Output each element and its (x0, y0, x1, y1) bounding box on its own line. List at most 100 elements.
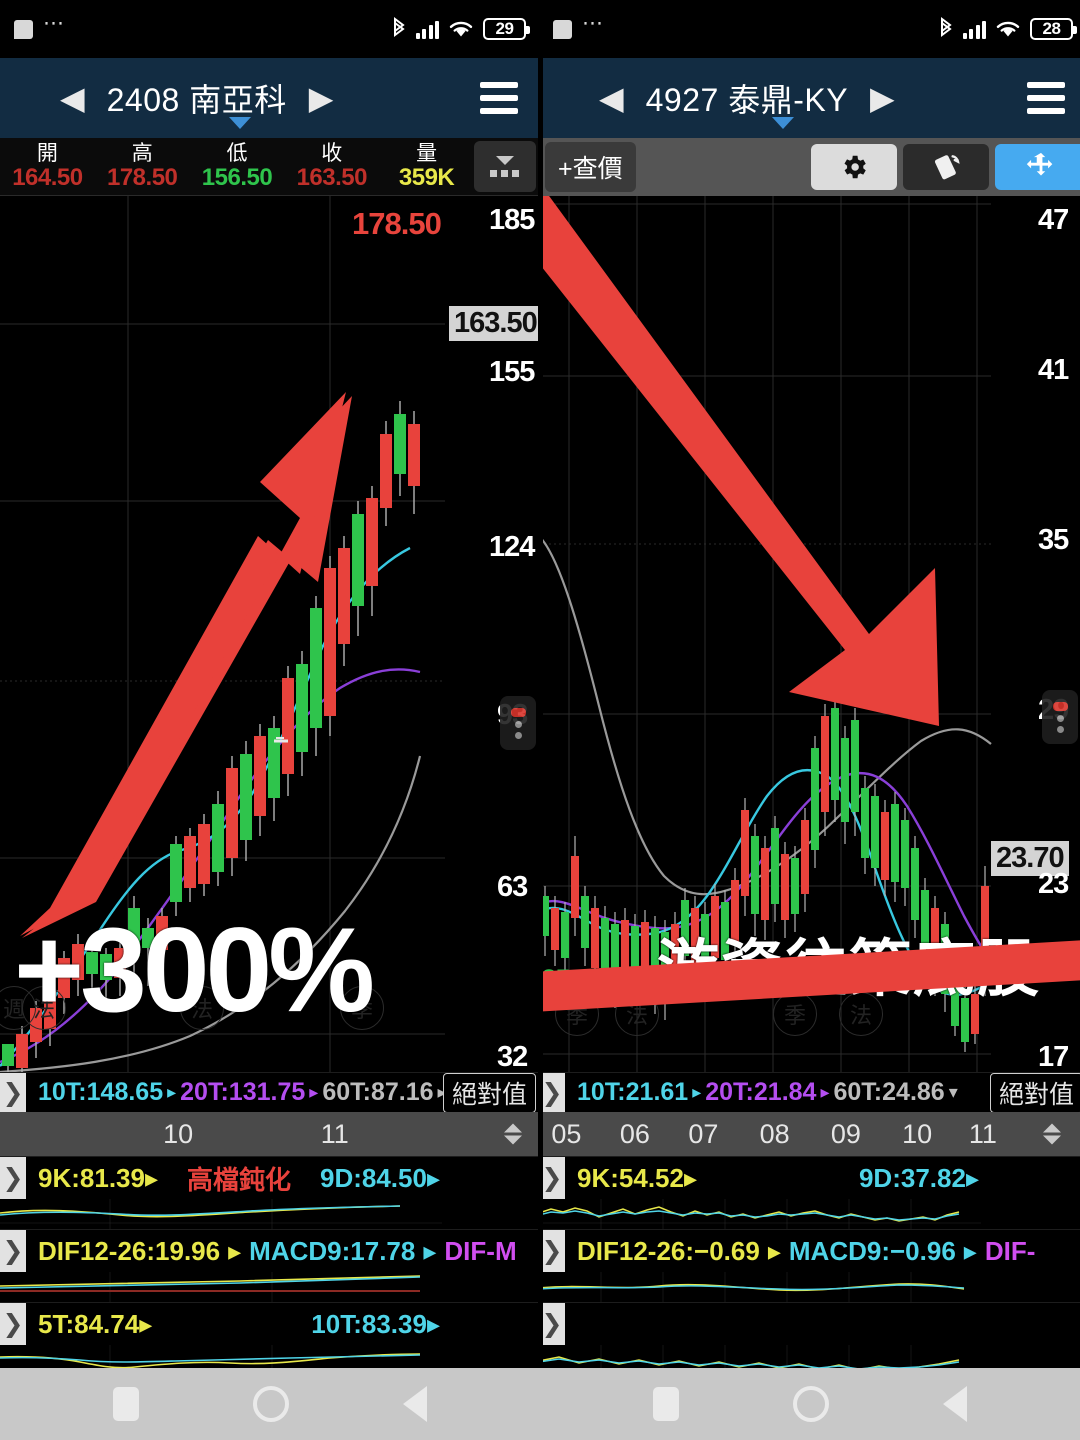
symbol-title-right[interactable]: 4927 泰鼎-KY (645, 82, 849, 118)
gear-icon (844, 155, 866, 179)
date-tick-r5: 10 (902, 1118, 933, 1149)
recent-apps-icon-right[interactable] (653, 1387, 679, 1421)
ohlc-low-label: 低 (226, 142, 248, 165)
chart-last-high-label: 178.50 (352, 206, 442, 241)
ohlc-low-value: 156.50 (201, 164, 273, 191)
ma-legend-row-left: ❯ 10T:148.65 ▸ 20T:131.75 ▸ 60T:87.16 ▸ … (0, 1072, 540, 1113)
ma60-label: 60T:87.16 (322, 1078, 434, 1106)
kd-expand-icon-right[interactable]: ❯ (543, 1157, 565, 1199)
macd-graph-right (543, 1272, 981, 1302)
chart-floating-menu-button-right[interactable] (1042, 690, 1078, 744)
date-tick-r4: 09 (830, 1118, 861, 1149)
kd-k-label: 9K:81.39 (38, 1162, 145, 1193)
kd-d-tri-icon-right: ▸ (965, 1162, 979, 1193)
chart-badge-r1: 法 (615, 992, 659, 1036)
rotate-screen-button[interactable] (903, 144, 989, 190)
macd-graph-left (0, 1272, 442, 1302)
cellular-signal-icon-right (962, 19, 986, 39)
more-options-button[interactable] (473, 141, 536, 192)
indicator-macd-left: ❯ DIF12-26:19.96 ▸ MACD9:17.78 ▸ DIF-M (0, 1229, 540, 1302)
y-axis-label-r1: 41 (1038, 354, 1069, 386)
macd-expand-icon[interactable]: ❯ (0, 1230, 26, 1272)
android-nav-bar (0, 1368, 1080, 1440)
settings-button[interactable] (811, 144, 897, 190)
price-chart-left[interactable]: 178.50 185 163.50 155 124 93 63 32 週 法 法… (0, 196, 540, 1072)
date-ticks-left: 10 11 (0, 1112, 540, 1156)
home-icon-right[interactable] (793, 1386, 829, 1422)
rsi-graph-left (0, 1345, 442, 1368)
macd9-label-right: MACD9:−0.96 (788, 1235, 956, 1266)
symbol-title-left[interactable]: 2408 南亞科 (106, 82, 287, 118)
expand-icon (1026, 152, 1053, 176)
ma10-tri-icon-right: ▸ (692, 1082, 702, 1102)
ma-legend-row-right: ❯ 10T:21.61 ▸ 20T:21.84 ▸ 60T:24.86 ▾ 絕對… (543, 1072, 1080, 1113)
chart-badge-r0: 季 (555, 992, 599, 1036)
prev-symbol-button[interactable]: ◀ (60, 80, 85, 116)
macd9-tri-icon: ▸ (423, 1235, 437, 1266)
hamburger-menu-icon-right[interactable] (1027, 82, 1065, 114)
ma20-tri-icon-right: ▸ (820, 1082, 830, 1102)
kd-d-label: 9D:84.50 (319, 1162, 427, 1193)
prev-symbol-button-right[interactable]: ◀ (599, 80, 624, 116)
chevron-down-icon (495, 156, 514, 165)
y-axis-label-r4: 23 (1038, 868, 1069, 900)
rotate-screen-icon (934, 155, 960, 180)
home-icon[interactable] (253, 1386, 289, 1422)
ma60-tri-icon: ▸ (437, 1082, 443, 1102)
macd-dif-tri-icon-right: ▸ (767, 1235, 781, 1266)
rsi-expand-icon[interactable]: ❯ (0, 1303, 26, 1345)
add-quote-button[interactable]: +查價 (545, 142, 636, 192)
ohlc-volume-label: 量 (416, 142, 438, 165)
battery-icon-right: 28 (1030, 18, 1077, 40)
phone-panel-left: ⋯ 29 ◀ 2408 南亞科 ▶ (0, 0, 540, 1368)
indicator-kd-left: ❯ 9K:81.39 ▸ 高檔鈍化 9D:84.50 ▸ (0, 1156, 540, 1229)
date-tick-0: 10 (163, 1118, 194, 1149)
macd-dif-tri-icon: ▸ (228, 1235, 242, 1266)
kd-d-label-right: 9D:37.82 (858, 1162, 966, 1193)
fullscreen-button[interactable] (995, 144, 1080, 190)
wifi-icon (448, 19, 474, 39)
axis-scale-spinner-icon-right[interactable] (1043, 1123, 1061, 1145)
ohlc-high: 高 178.50 (95, 138, 190, 195)
chart-floating-menu-button[interactable] (500, 696, 536, 750)
bluetooth-icon-right (938, 17, 954, 41)
ma-expand-icon-right[interactable]: ❯ (543, 1072, 565, 1113)
date-tick-r2: 07 (688, 1118, 719, 1149)
next-symbol-button[interactable]: ▶ (308, 80, 334, 116)
kd-k-label-right: 9K:54.52 (577, 1162, 684, 1193)
ohlc-high-label: 高 (131, 142, 153, 165)
ohlc-open-label: 開 (36, 142, 58, 165)
absolute-value-button-left[interactable]: 絕對值 (442, 1072, 536, 1113)
next-symbol-button-right[interactable]: ▶ (870, 80, 895, 116)
rsi-expand-icon-right[interactable]: ❯ (543, 1303, 565, 1345)
date-axis-left: 10 11 (0, 1112, 540, 1156)
date-tick-r3: 08 (759, 1118, 790, 1149)
recent-apps-icon[interactable] (113, 1387, 139, 1421)
indicator-stack-left: 80 20 80 ❯ 9K:81.39 ▸ (0, 1156, 540, 1368)
chart-badge-2: 法 (180, 986, 224, 1030)
ma-expand-icon[interactable]: ❯ (0, 1072, 26, 1113)
macd9-tri-icon-right: ▸ (963, 1235, 977, 1266)
macd-expand-icon-right[interactable]: ❯ (543, 1230, 565, 1272)
date-axis-right: 05 06 07 08 09 10 11 (543, 1112, 1080, 1156)
rsi-graph-right (543, 1345, 981, 1368)
y-axis-label-r2: 35 (1038, 524, 1069, 556)
price-chart-right[interactable]: 47 41 35 29 23.70 23 17 .25 季 法 季 法 游資往築… (543, 196, 1080, 1072)
kd-graph-left (0, 1199, 442, 1229)
ohlc-volume-value: 359K (398, 164, 455, 191)
phone-panel-right: ⋯ 28 ◀ 4927 泰鼎-KY ▶ (540, 0, 1080, 1368)
axis-scale-spinner-icon[interactable] (504, 1123, 522, 1145)
kd-expand-icon[interactable]: ❯ (0, 1157, 26, 1199)
absolute-value-button-right[interactable]: 絕對值 (989, 1072, 1080, 1113)
back-icon[interactable] (403, 1386, 427, 1422)
rsi5-label: 5T:84.74 (38, 1308, 140, 1339)
rsi10-label: 10T:83.39 (311, 1308, 427, 1339)
y-axis-label-1: 155 (489, 356, 535, 388)
battery-percent-right: 28 (1042, 19, 1061, 38)
kd-k-tri-icon-right: ▸ (683, 1162, 698, 1193)
back-icon-right[interactable] (943, 1386, 967, 1422)
notification-app-icon (14, 19, 33, 39)
hamburger-menu-icon[interactable] (480, 82, 518, 114)
ohlc-close: 收 163.50 (284, 138, 379, 195)
